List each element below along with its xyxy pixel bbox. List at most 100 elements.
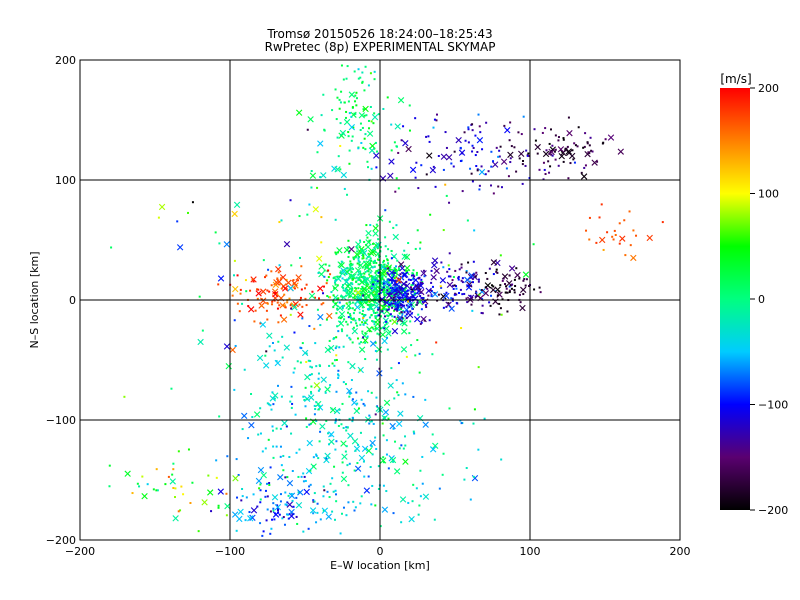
scatter-point-marker xyxy=(402,447,405,450)
scatter-point-marker xyxy=(451,279,454,282)
scatter-cross-marker xyxy=(335,275,342,282)
scatter-point-marker xyxy=(282,469,285,472)
scatter-point-marker xyxy=(373,260,376,263)
scatter-point-marker xyxy=(288,297,291,300)
scatter-point-marker xyxy=(332,300,335,303)
scatter-point-marker xyxy=(406,310,409,313)
scatter-cross-marker xyxy=(432,442,439,449)
scatter-point-marker xyxy=(374,504,377,507)
scatter-point-marker xyxy=(383,416,386,419)
scatter-cross-marker xyxy=(306,439,313,447)
scatter-point-marker xyxy=(382,434,385,437)
scatter-point-marker xyxy=(388,292,391,295)
scatter-point-marker xyxy=(510,287,513,290)
scatter-point-marker xyxy=(338,320,341,323)
scatter-cross-marker xyxy=(565,148,572,155)
scatter-point-marker xyxy=(266,302,269,305)
scatter-point-marker xyxy=(377,308,380,311)
scatter-point-marker xyxy=(413,293,416,296)
scatter-point-marker xyxy=(396,308,399,311)
scatter-point-marker xyxy=(360,141,363,144)
scatter-cross-marker xyxy=(506,280,513,287)
scatter-point-marker xyxy=(401,312,404,315)
scatter-point-marker xyxy=(506,291,509,294)
scatter-point-marker xyxy=(305,304,308,307)
scatter-cross-marker xyxy=(260,471,267,479)
scatter-point-marker xyxy=(513,278,516,281)
scatter-point-marker xyxy=(333,286,336,289)
scatter-point-marker xyxy=(180,485,183,488)
scatter-point-marker xyxy=(483,417,486,420)
scatter-cross-marker xyxy=(369,439,376,447)
scatter-point-marker xyxy=(377,113,380,116)
scatter-point-marker xyxy=(369,275,372,278)
scatter-cross-marker xyxy=(558,153,565,160)
scatter-point-marker xyxy=(587,151,590,154)
scatter-point-marker xyxy=(389,287,392,290)
scatter-point-marker xyxy=(371,281,374,284)
scatter-point-marker xyxy=(407,289,410,292)
scatter-point-marker xyxy=(382,282,385,285)
scatter-point-marker xyxy=(349,282,352,285)
colorbar-tick-label: 100 xyxy=(758,188,779,201)
scatter-point-marker xyxy=(429,289,432,292)
scatter-point-marker xyxy=(332,490,335,493)
scatter-point-marker xyxy=(278,283,281,286)
scatter-point-marker xyxy=(475,291,478,294)
scatter-point-marker xyxy=(277,340,280,343)
scatter-point-marker xyxy=(370,278,373,281)
scatter-cross-marker xyxy=(501,273,509,280)
scatter-point-marker xyxy=(420,282,423,285)
scatter-point-marker xyxy=(299,256,302,259)
scatter-point-marker xyxy=(444,131,447,134)
scatter-point-marker xyxy=(233,388,236,391)
scatter-point-marker xyxy=(370,503,373,506)
scatter-cross-marker xyxy=(607,134,615,141)
scatter-point-marker xyxy=(472,475,475,478)
scatter-point-marker xyxy=(373,265,376,268)
scatter-point-marker xyxy=(602,141,605,144)
scatter-point-marker xyxy=(359,300,362,303)
scatter-point-marker xyxy=(452,287,455,290)
scatter-cross-marker xyxy=(429,446,437,453)
scatter-point-marker xyxy=(383,308,386,311)
scatter-cross-marker xyxy=(363,290,370,297)
scatter-point-marker xyxy=(349,338,352,341)
scatter-point-marker xyxy=(567,116,570,119)
scatter-point-marker xyxy=(333,276,336,279)
scatter-point-marker xyxy=(269,532,272,535)
scatter-point-marker xyxy=(414,285,417,288)
scatter-point-marker xyxy=(364,332,367,335)
scatter-point-marker xyxy=(590,149,593,152)
scatter-cross-marker xyxy=(303,488,310,496)
scatter-point-marker xyxy=(315,419,318,422)
scatter-point-marker xyxy=(241,495,244,498)
scatter-point-marker xyxy=(486,277,489,280)
scatter-point-marker xyxy=(337,377,340,380)
scatter-point-marker xyxy=(225,492,228,495)
scatter-point-marker xyxy=(359,129,362,132)
scatter-point-marker xyxy=(290,395,293,398)
scatter-point-marker xyxy=(433,118,436,121)
scatter-point-marker xyxy=(371,326,374,329)
scatter-point-marker xyxy=(473,229,476,232)
scatter-point-marker xyxy=(392,226,395,229)
scatter-point-marker xyxy=(215,476,218,479)
scatter-point-marker xyxy=(398,312,401,315)
scatter-point-marker xyxy=(458,291,461,294)
scatter-point-marker xyxy=(374,341,377,344)
scatter-cross-marker xyxy=(402,140,409,147)
scatter-point-marker xyxy=(448,201,451,204)
scatter-cross-marker xyxy=(500,158,508,165)
scatter-point-marker xyxy=(345,426,348,429)
scatter-point-marker xyxy=(460,327,463,330)
scatter-point-marker xyxy=(376,280,379,283)
scatter-cross-marker xyxy=(281,419,288,427)
scatter-point-marker xyxy=(373,320,376,323)
scatter-point-marker xyxy=(345,77,348,80)
scatter-point-marker xyxy=(295,515,298,518)
scatter-cross-marker xyxy=(260,297,267,304)
scatter-point-marker xyxy=(477,448,480,451)
scatter-point-marker xyxy=(511,283,514,286)
scatter-cross-marker xyxy=(379,270,386,278)
